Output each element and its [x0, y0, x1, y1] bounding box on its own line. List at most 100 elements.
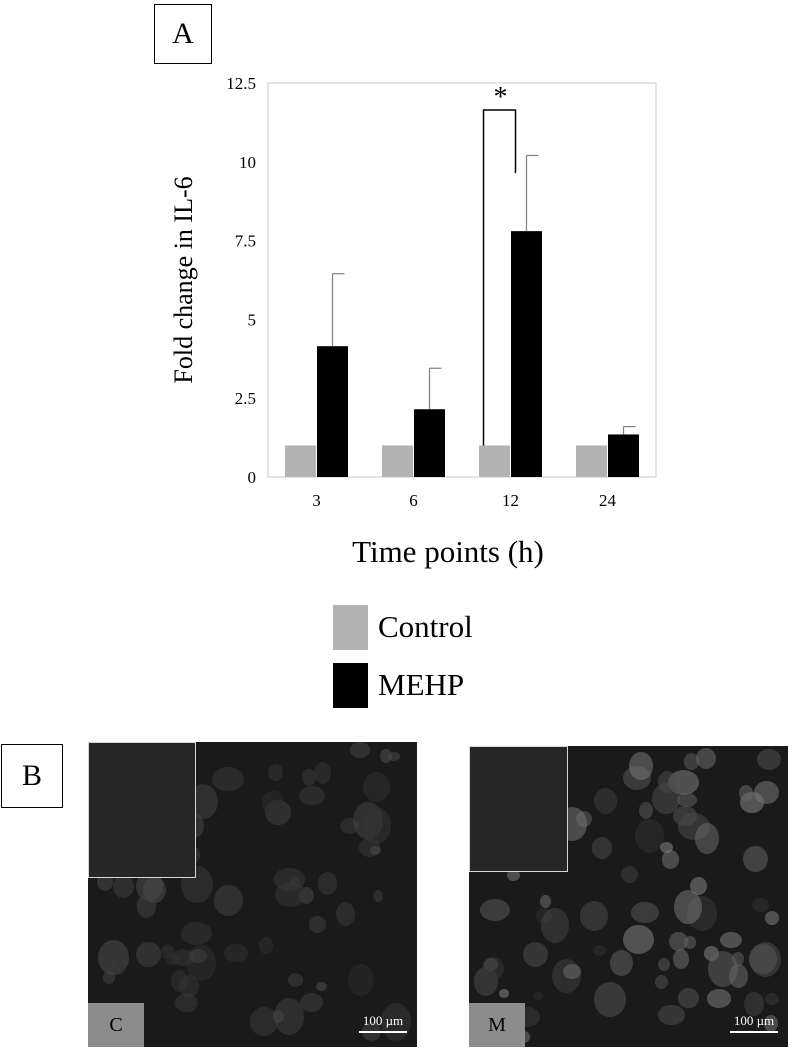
x-tick-label: 12	[502, 491, 519, 510]
cell-blob	[732, 952, 744, 966]
cell-blob	[580, 901, 609, 931]
x-tick-label: 3	[312, 491, 321, 510]
cell-blob	[677, 793, 697, 808]
cell-blob	[166, 953, 180, 965]
cell-blob	[765, 911, 780, 925]
y-tick-label: 5	[248, 310, 257, 329]
cell-blob	[370, 846, 382, 855]
cell-blob	[314, 762, 332, 784]
cell-blob	[175, 994, 198, 1013]
cell-blob	[189, 949, 208, 964]
micrograph-control-label: C	[88, 1003, 144, 1047]
scale-bar-control: 100 µm	[359, 1013, 407, 1033]
significance-asterisk: *	[494, 82, 508, 113]
cell-blob	[136, 942, 161, 967]
micrograph-control: C 100 µm	[88, 742, 417, 1047]
legend-label-control: Control	[378, 609, 473, 644]
cell-blob	[316, 982, 328, 992]
cell-blob	[594, 982, 626, 1018]
cell-blob	[720, 932, 743, 949]
cell-blob	[594, 788, 618, 814]
cell-blob	[362, 807, 392, 844]
cell-blob	[660, 842, 673, 853]
micrograph-mehp-inset	[469, 746, 568, 872]
cell-blob	[662, 850, 680, 869]
cell-blob	[162, 946, 174, 955]
cell-blob	[262, 791, 284, 815]
bar-chart: 0 2.5 5 7.5 10 12.5 3 6 12 24 * Fold change in I…	[169, 74, 657, 569]
cell-blob	[363, 772, 390, 802]
x-tick-label: 24	[599, 491, 617, 510]
cell-blob	[214, 885, 244, 916]
mehp-swatch	[333, 662, 368, 708]
bar-control-12	[479, 445, 510, 477]
cell-blob	[639, 802, 654, 820]
cell-blob	[696, 748, 717, 770]
legend-item-control: Control	[333, 598, 473, 656]
cell-blob	[350, 742, 371, 758]
cell-blob	[224, 944, 249, 962]
cell-blob	[635, 819, 665, 854]
y-tick-label: 2.5	[235, 389, 256, 408]
cell-blob	[533, 992, 544, 1000]
cell-blob	[658, 958, 670, 971]
cell-blob	[729, 964, 748, 988]
control-swatch	[333, 604, 368, 650]
scale-bar-line	[359, 1031, 407, 1033]
scale-bar-text: 100 µm	[733, 1013, 775, 1028]
cell-blob	[259, 937, 273, 954]
x-axis-label: Time points (h)	[352, 534, 544, 569]
bar-mehp-12	[511, 231, 542, 477]
cell-blob	[268, 764, 284, 782]
cell-blob	[658, 1005, 686, 1026]
scale-bar-mehp: 100 µm	[730, 1013, 778, 1033]
cell-blob	[348, 964, 375, 997]
cell-blob	[631, 902, 659, 924]
cell-blob	[309, 916, 326, 933]
cell-blob	[171, 970, 189, 993]
cell-blob	[388, 752, 401, 761]
bar-control-3	[285, 445, 316, 477]
cell-blob	[299, 786, 325, 805]
y-tick-label: 7.5	[235, 232, 256, 251]
panel-b-label: B	[1, 744, 63, 808]
cell-blob	[655, 975, 669, 989]
significance-bracket	[482, 109, 517, 446]
cell-blob	[593, 945, 607, 957]
cell-blob	[621, 866, 639, 884]
micrograph-mehp: M 100 µm	[469, 746, 788, 1047]
bar-mehp-24	[608, 434, 639, 477]
cell-blob	[499, 989, 510, 998]
legend-label-mehp: MEHP	[378, 667, 465, 702]
cell-blob	[381, 1003, 412, 1041]
cell-blob	[669, 932, 688, 951]
cell-blob	[623, 925, 655, 955]
cell-blob	[764, 1015, 778, 1032]
cell-blob	[673, 949, 689, 969]
cell-blob	[757, 749, 782, 770]
cell-blob	[523, 942, 548, 967]
cell-blob	[212, 767, 244, 792]
cell-blob	[752, 898, 770, 913]
cell-blob	[541, 908, 569, 944]
y-tick-label: 0	[248, 468, 257, 487]
panel-a-label: A	[154, 4, 212, 64]
cell-blob	[684, 753, 699, 771]
cell-blob	[684, 936, 696, 949]
cell-blob	[690, 877, 707, 895]
cell-blob	[250, 1007, 278, 1037]
cell-blob	[750, 942, 781, 978]
cell-blob	[540, 895, 551, 909]
cell-blob	[678, 988, 699, 1008]
bar-mehp-3	[317, 346, 348, 477]
legend-item-mehp: MEHP	[333, 656, 473, 714]
cell-blob	[336, 902, 356, 927]
cell-blob	[137, 894, 157, 918]
cell-blob	[658, 771, 676, 794]
bar-control-6	[382, 445, 413, 477]
micrograph-control-inset	[88, 742, 196, 878]
micrograph-mehp-label: M	[469, 1003, 525, 1047]
cell-blob	[610, 950, 634, 977]
cell-blob	[674, 890, 703, 924]
cell-blob	[302, 769, 316, 786]
